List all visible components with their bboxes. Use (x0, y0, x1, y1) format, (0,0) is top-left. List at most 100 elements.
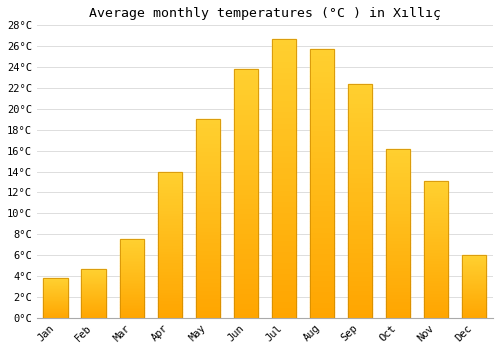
Bar (386, 159, 410, 162)
Bar (272, 78, 296, 84)
Bar (120, 252, 144, 254)
Bar (424, 288, 448, 290)
Bar (310, 259, 334, 264)
Bar (44, 306, 68, 307)
Bar (44, 289, 68, 290)
Bar (348, 145, 372, 149)
Bar (44, 307, 68, 308)
Bar (424, 280, 448, 282)
Bar (196, 191, 220, 195)
Bar (44, 300, 68, 301)
Bar (158, 298, 182, 300)
Bar (120, 257, 144, 258)
Bar (386, 216, 410, 220)
Bar (310, 157, 334, 162)
Bar (120, 308, 144, 310)
Bar (196, 266, 220, 270)
Bar (234, 69, 258, 318)
Bar (196, 199, 220, 203)
Bar (82, 288, 106, 289)
Bar (196, 135, 220, 139)
Bar (310, 49, 334, 55)
Bar (386, 149, 410, 318)
Bar (196, 278, 220, 282)
Bar (348, 177, 372, 182)
Bar (272, 189, 296, 195)
Bar (234, 218, 258, 223)
Bar (234, 203, 258, 209)
Bar (44, 286, 68, 287)
Bar (310, 248, 334, 253)
Bar (196, 163, 220, 167)
Bar (196, 211, 220, 215)
Bar (348, 84, 372, 89)
Bar (82, 271, 106, 272)
Bar (462, 274, 486, 275)
Bar (44, 290, 68, 291)
Bar (272, 150, 296, 156)
Bar (196, 179, 220, 183)
Bar (44, 298, 68, 299)
Bar (348, 159, 372, 163)
Bar (82, 314, 106, 315)
Bar (158, 242, 182, 245)
Bar (196, 231, 220, 234)
Bar (158, 210, 182, 212)
Bar (462, 287, 486, 288)
Bar (462, 300, 486, 302)
Bar (196, 131, 220, 135)
Bar (196, 270, 220, 274)
Bar (120, 302, 144, 304)
Bar (386, 223, 410, 226)
Bar (234, 69, 258, 74)
Bar (196, 143, 220, 147)
Bar (348, 103, 372, 107)
Bar (348, 196, 372, 201)
Bar (348, 294, 372, 299)
Bar (196, 219, 220, 223)
Bar (196, 238, 220, 243)
Bar (44, 278, 68, 279)
Bar (386, 196, 410, 200)
Bar (196, 286, 220, 290)
Bar (234, 109, 258, 114)
Bar (424, 208, 448, 211)
Bar (44, 317, 68, 318)
Bar (348, 93, 372, 98)
Bar (272, 128, 296, 134)
Bar (386, 203, 410, 206)
Bar (310, 280, 334, 286)
Bar (44, 299, 68, 300)
Bar (272, 89, 296, 94)
Bar (386, 213, 410, 216)
Bar (272, 285, 296, 290)
Bar (196, 183, 220, 187)
Bar (120, 287, 144, 288)
Bar (310, 243, 334, 248)
Bar (310, 168, 334, 173)
Bar (462, 314, 486, 315)
Bar (120, 316, 144, 318)
Bar (82, 304, 106, 305)
Bar (120, 279, 144, 280)
Bar (234, 278, 258, 283)
Bar (196, 151, 220, 155)
Bar (120, 315, 144, 316)
Bar (196, 306, 220, 310)
Bar (348, 84, 372, 318)
Bar (310, 210, 334, 216)
Bar (120, 251, 144, 252)
Bar (272, 122, 296, 128)
Bar (386, 243, 410, 247)
Bar (82, 275, 106, 276)
Bar (196, 290, 220, 294)
Bar (82, 307, 106, 308)
Bar (348, 290, 372, 294)
Bar (348, 304, 372, 308)
Bar (348, 168, 372, 173)
Bar (386, 315, 410, 318)
Bar (386, 304, 410, 308)
Bar (310, 232, 334, 237)
Bar (82, 285, 106, 286)
Bar (196, 187, 220, 191)
